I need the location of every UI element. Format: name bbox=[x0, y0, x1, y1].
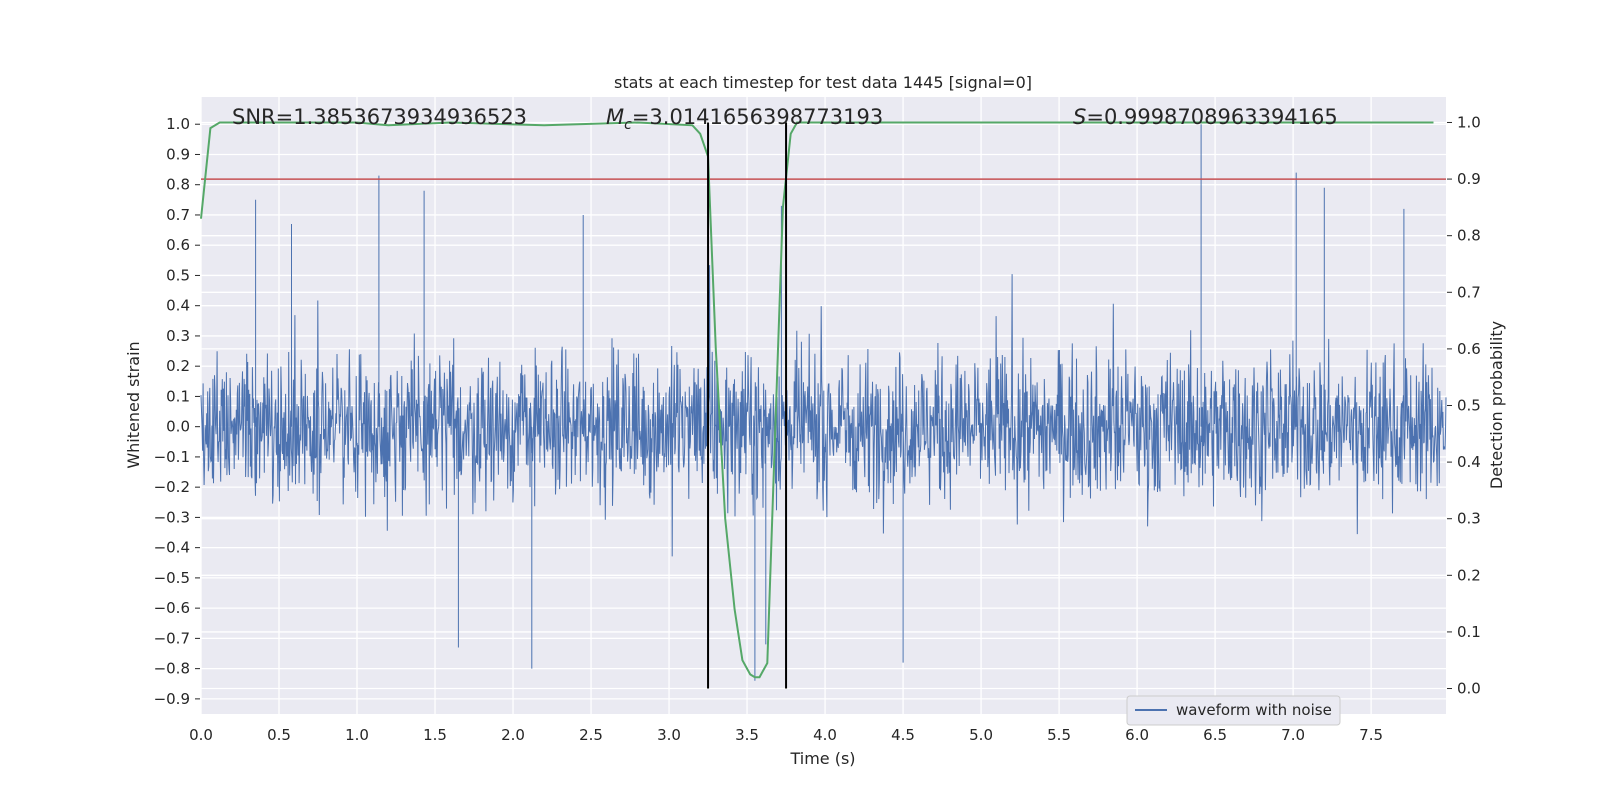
y2-tick-label: 0.2 bbox=[1457, 566, 1481, 584]
chirp-mass-subscript: c bbox=[624, 117, 632, 133]
plot-area bbox=[200, 121, 1447, 689]
y-tick-label: 1.0 bbox=[166, 115, 190, 133]
legend-box bbox=[1126, 695, 1341, 726]
axes: 0.0 0.5 1.0 1.5 2.0 2.5 3.0 3.5 4.0 4.5 5.0 5.5 6.0 6… bbox=[154, 113, 1481, 744]
x-tick-label: 7.0 bbox=[1281, 726, 1305, 744]
y2-tick-label: 0.4 bbox=[1457, 453, 1481, 471]
y2-tick-label: 0.7 bbox=[1457, 283, 1481, 301]
x-tick-label: 4.5 bbox=[891, 726, 915, 744]
y-tick-label: −0.3 bbox=[154, 508, 190, 526]
y-tick-label: 0.5 bbox=[166, 266, 190, 284]
x-tick-label: 3.5 bbox=[735, 726, 759, 744]
waveform-line bbox=[200, 124, 1447, 681]
snr-annotation: SNR=1.3853673934936523 bbox=[232, 105, 527, 129]
y-tick-label: 0.9 bbox=[166, 145, 190, 163]
x-tick-label: 2.0 bbox=[501, 726, 525, 744]
y-tick-label: −0.9 bbox=[154, 690, 190, 708]
detection-probability-line bbox=[200, 121, 1434, 679]
x-tick-label: 6.0 bbox=[1125, 726, 1149, 744]
y-tick-label: 0.7 bbox=[166, 206, 190, 224]
x-tick-label: 6.5 bbox=[1203, 726, 1227, 744]
score-annotation: S=0.9998708963394165 bbox=[1073, 105, 1338, 129]
y-tick-label: −0.5 bbox=[154, 569, 190, 587]
y2-tick-label: 0.6 bbox=[1457, 340, 1481, 358]
chirp-mass-symbol: M bbox=[606, 105, 624, 129]
x-tick-label: 0.5 bbox=[267, 726, 291, 744]
y-tick-label: −0.2 bbox=[154, 478, 190, 496]
y-tick-label: −0.4 bbox=[154, 539, 190, 557]
y-tick-label: −0.6 bbox=[154, 599, 190, 617]
y-tick-label: 0.0 bbox=[166, 418, 190, 436]
y-axis-label: Whitened strain bbox=[124, 341, 143, 468]
chirp-mass-annotation: Mc=3.0141656398773193 bbox=[606, 105, 883, 133]
y-tick-label: 0.4 bbox=[166, 297, 190, 315]
y-tick-label: −0.8 bbox=[154, 660, 190, 678]
y-tick-label: 0.2 bbox=[166, 357, 190, 375]
y2-tick-label: 0.0 bbox=[1457, 680, 1481, 698]
y-tick-label: 0.6 bbox=[166, 236, 190, 254]
y2-axis-label: Detection probability bbox=[1487, 321, 1506, 489]
x-tick-label: 5.0 bbox=[969, 726, 993, 744]
x-tick-label: 2.5 bbox=[579, 726, 603, 744]
legend: waveform with noise bbox=[1126, 695, 1341, 726]
score-symbol: S bbox=[1073, 105, 1086, 129]
x-tick-label: 4.0 bbox=[813, 726, 837, 744]
x-axis-label: Time (s) bbox=[789, 749, 855, 768]
x-tick-label: 0.0 bbox=[189, 726, 213, 744]
x-tick-label: 7.5 bbox=[1359, 726, 1383, 744]
y-tick-label: 0.1 bbox=[166, 387, 190, 405]
score-value: =0.9998708963394165 bbox=[1086, 105, 1337, 129]
y-tick-label: 0.8 bbox=[166, 176, 190, 194]
legend-label: waveform with noise bbox=[1176, 701, 1332, 719]
x-tick-label: 1.5 bbox=[423, 726, 447, 744]
y2-tick-label: 0.3 bbox=[1457, 510, 1481, 528]
y2-tick-label: 0.1 bbox=[1457, 623, 1481, 641]
x-tick-label: 5.5 bbox=[1047, 726, 1071, 744]
x-tick-label: 1.0 bbox=[345, 726, 369, 744]
y-tick-label: −0.1 bbox=[154, 448, 190, 466]
y2-tick-label: 0.8 bbox=[1457, 227, 1481, 245]
y2-tick-label: 1.0 bbox=[1457, 113, 1481, 131]
chirp-mass-value: =3.0141656398773193 bbox=[632, 105, 883, 129]
y2-tick-label: 0.9 bbox=[1457, 170, 1481, 188]
chart-title: stats at each timestep for test data 144… bbox=[614, 73, 1032, 92]
y2-tick-label: 0.5 bbox=[1457, 397, 1481, 415]
y-tick-label: 0.3 bbox=[166, 327, 190, 345]
x-tick-label: 3.0 bbox=[657, 726, 681, 744]
y-tick-label: −0.7 bbox=[154, 629, 190, 647]
